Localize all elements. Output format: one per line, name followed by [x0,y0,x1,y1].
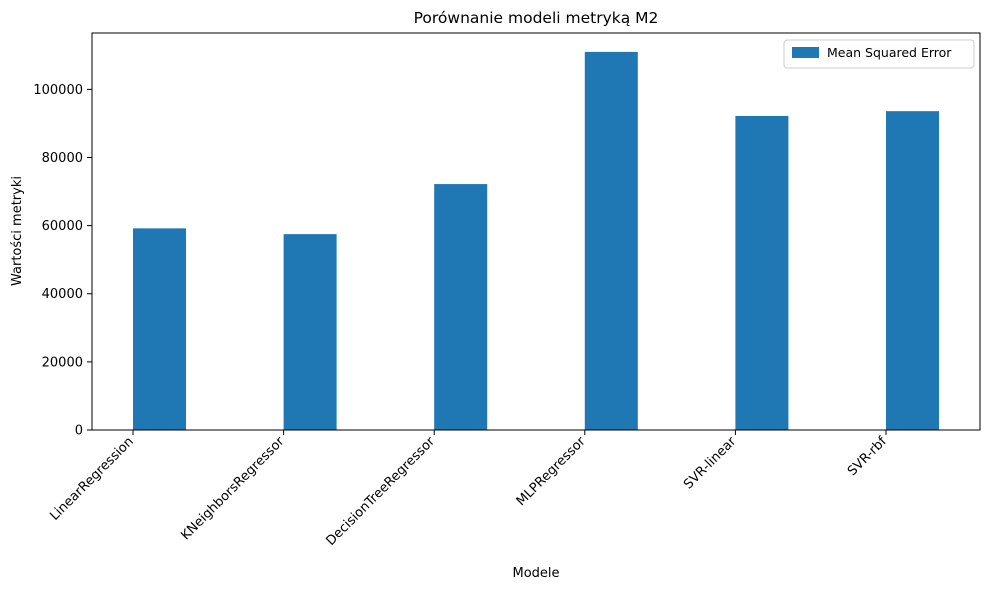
bar-decisiontreeregressor [434,184,488,430]
y-tick-label: 20000 [42,355,83,370]
legend-frame [783,39,975,69]
x-axis-title: Modele [512,566,559,581]
legend-swatch [792,47,819,58]
x-tick-label: KNeighborsRegressor [178,434,288,544]
y-tick-label: 60000 [42,219,83,234]
y-tick-label: 80000 [42,151,83,166]
y-tick-label: 0 [75,424,83,439]
bar-kneighborsregressor [283,234,337,430]
bars-group [133,51,939,431]
legend-label: Mean Squared Error [827,45,952,60]
plot-frame [91,32,981,431]
legend: Mean Squared Error [783,39,975,69]
bar-svr-linear [735,115,789,431]
y-tick-label: 40000 [42,287,83,302]
bar-linearregression [133,228,186,430]
y-axis: 0 20000 40000 60000 80000 100000 [33,83,92,439]
y-axis-title: Wartości metryki [10,176,25,286]
bar-svr-rbf [886,111,939,431]
x-tick-label: LinearRegression [47,434,136,523]
x-axis: LinearRegression KNeighborsRegressor Decis… [47,430,890,549]
y-tick-label: 100000 [33,83,83,98]
chart-title: Porównanie modeli metryką M2 [414,9,659,27]
x-tick-label: MLPRegressor [514,434,589,509]
bar-mlpregressor [584,51,638,431]
x-tick-label: SVR-rbf [845,434,890,479]
x-tick-label: SVR-linear [681,434,740,493]
x-tick-label: DecisionTreeRegressor [323,434,438,549]
